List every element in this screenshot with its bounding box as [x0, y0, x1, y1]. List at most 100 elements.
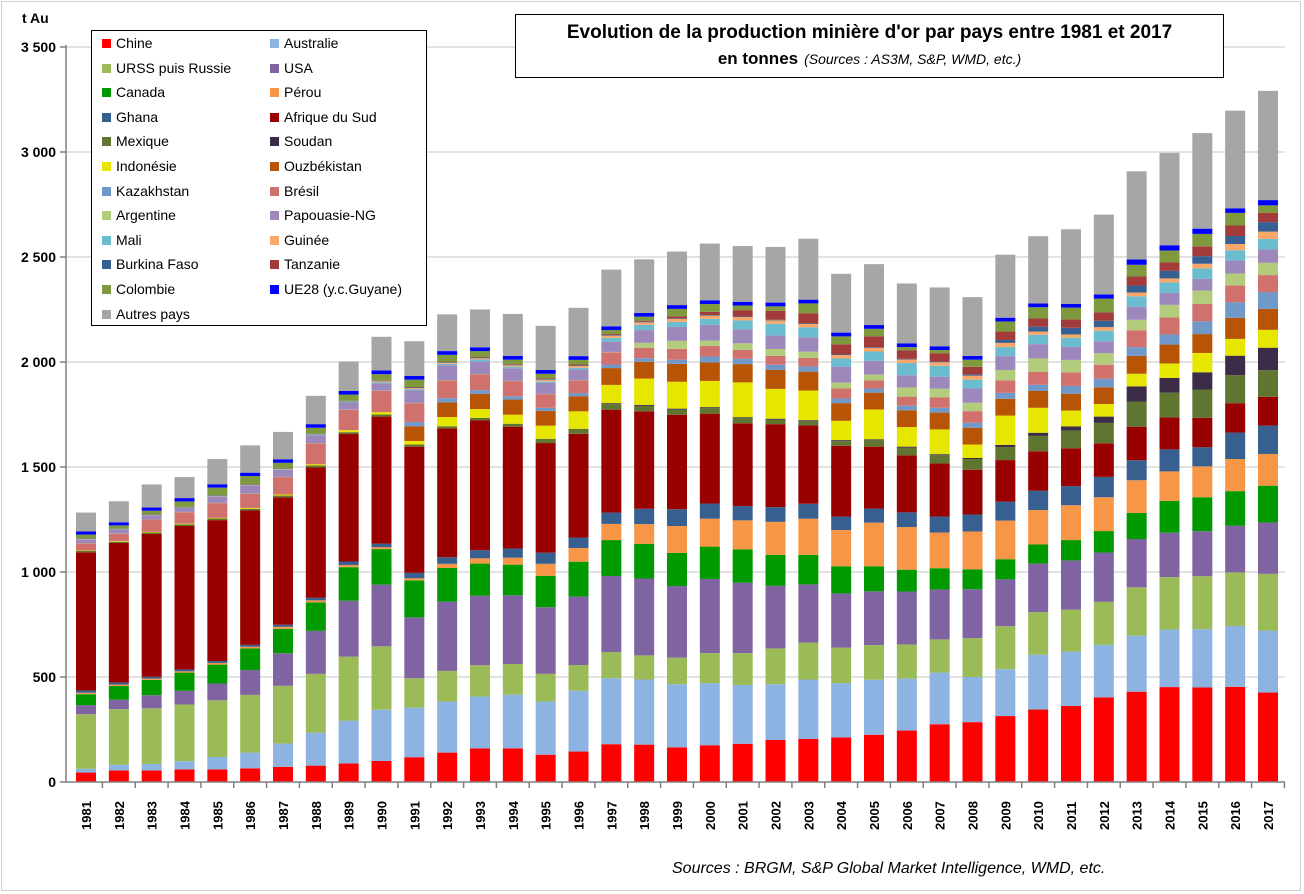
- bar-segment-indon-sie-1997: [601, 384, 622, 404]
- legend-item: Ouzbékistan: [270, 157, 362, 175]
- bar-segment-usa-2003: [798, 584, 819, 643]
- bar-segment-canada-2002: [765, 554, 786, 586]
- x-tick-label: 2002: [769, 801, 784, 830]
- bar-segment-usa-1988: [305, 630, 326, 674]
- bar-segment-autres-pays-2005: [864, 264, 884, 326]
- bar-segment-afrique-du-sud-1982: [108, 543, 129, 683]
- x-tick-label: 2017: [1261, 801, 1276, 830]
- bar-segment-indon-sie-2006: [896, 427, 917, 447]
- bar-segment-afrique-du-sud-2010: [1028, 451, 1049, 491]
- bar-segment-soudan-2011: [1061, 426, 1081, 431]
- bar-segment-colombie-2015: [1192, 233, 1213, 247]
- bar-segment-kazakhstan-2000: [699, 356, 720, 363]
- bar-segment-ue28-y-c-guyane--2009: [995, 317, 1016, 322]
- bar-segment-ue28-y-c-guyane--2012: [1093, 294, 1114, 299]
- chart-title-box: Evolution de la production minière d'or …: [515, 14, 1224, 78]
- y-tick-label: 2 000: [21, 354, 56, 370]
- bar-segment-autres-pays-2011: [1061, 229, 1081, 304]
- bar-segment-papouasie-ng-2009: [995, 356, 1016, 370]
- bar-segment-papouasie-ng-2007: [929, 376, 950, 389]
- bar-segment-colombie-2007: [929, 350, 950, 354]
- bar-segment-soudan-1998: [634, 404, 655, 406]
- bar-segment-ouzb-kistan-2016: [1225, 317, 1246, 339]
- bar-segment-urss-puis-russie-2016: [1225, 572, 1246, 626]
- bar-segment-colombie-2004: [831, 336, 852, 345]
- bar-segment-australie-2005: [864, 679, 884, 735]
- x-tick-label: 2011: [1064, 802, 1079, 830]
- bar-segment-ue28-y-c-guyane--2001: [732, 301, 753, 306]
- bar-segment-indon-sie-1987: [273, 494, 293, 496]
- bar-segment-tanzanie-2008: [962, 366, 983, 375]
- bar-segment-indon-sie-2002: [765, 388, 786, 419]
- bar-segment-burkina-faso-1997: [601, 335, 622, 336]
- bar-segment-colombie-1990: [371, 374, 392, 381]
- bar-segment-ue28-y-c-guyane--1991: [404, 375, 425, 380]
- bar-segment-colombie-2013: [1126, 264, 1147, 277]
- bar-segment-kazakhstan-2004: [831, 398, 852, 404]
- bar-segment-usa-1984: [174, 690, 195, 705]
- bar-segment-ue28-y-c-guyane--1984: [174, 498, 195, 502]
- x-tick-label: 1991: [407, 801, 422, 830]
- bar-segment-australie-1987: [273, 743, 293, 767]
- bar-segment-ue28-y-c-guyane--2017: [1258, 200, 1278, 206]
- bar-segment-usa-1996: [568, 596, 589, 666]
- bar-segment-mexique-1998: [634, 405, 655, 412]
- legend-item: Burkina Faso: [102, 255, 198, 273]
- bar-segment-ghana-1986: [240, 644, 261, 647]
- legend-item: UE28 (y.c.Guyane): [270, 280, 402, 298]
- x-tick-label: 1987: [276, 801, 291, 830]
- bar-segment-mexique-2007: [929, 455, 950, 464]
- bar-segment-mali-1993: [470, 359, 490, 362]
- bar-segment-ghana-1987: [273, 624, 293, 627]
- bar-segment-canada-1996: [568, 561, 589, 597]
- bar-segment-autres-pays-2013: [1126, 171, 1147, 260]
- bar-segment-p-rou-1983: [141, 678, 162, 680]
- bar-segment-p-rou-1988: [305, 600, 326, 603]
- bar-segment-colombie-2000: [699, 304, 720, 312]
- bar-segment-chine-1990: [371, 761, 392, 782]
- bar-segment-soudan-2003: [798, 420, 819, 422]
- bar-segment-guin-e-2000: [699, 315, 720, 319]
- bar-segment-mali-2015: [1192, 268, 1213, 279]
- bar-segment-autres-pays-1995: [535, 325, 556, 370]
- bar-segment-australie-2013: [1126, 635, 1147, 692]
- bar-segment-argentine-2003: [798, 351, 819, 359]
- bar-segment-p-rou-2017: [1258, 453, 1278, 486]
- bar-segment-argentine-2016: [1225, 273, 1246, 286]
- bar-segment-papouasie-ng-2013: [1126, 306, 1147, 320]
- legend-item: USA: [270, 59, 313, 77]
- bar-segment-autres-pays-1991: [404, 341, 425, 376]
- bar-segment-soudan-2016: [1225, 355, 1246, 376]
- legend-item: Kazakhstan: [102, 182, 189, 200]
- bar-segment-usa-2012: [1093, 552, 1114, 602]
- bar-segment-ghana-1996: [568, 537, 589, 549]
- bar-segment-autres-pays-2001: [732, 246, 753, 302]
- bar-segment-p-rou-1986: [240, 646, 261, 649]
- bar-segment-p-rou-2003: [798, 518, 819, 555]
- legend-swatch: [102, 235, 111, 245]
- bar-segment-br-sil-2009: [995, 380, 1016, 393]
- bar-segment-ue28-y-c-guyane--1985: [207, 484, 228, 488]
- bar-segment-colombie-2012: [1093, 298, 1114, 313]
- bar-segment-indon-sie-1989: [338, 430, 359, 433]
- bar-segment-kazakhstan-2001: [732, 358, 753, 365]
- bar-segment-mali-2009: [995, 347, 1016, 357]
- bar-segment-afrique-du-sud-1991: [404, 446, 425, 573]
- bar-segment-br-sil-1988: [305, 443, 326, 465]
- bar-segment-australie-1991: [404, 707, 425, 758]
- bar-segment-colombie-2016: [1225, 212, 1246, 226]
- bar-segment-mexique-2011: [1061, 430, 1081, 449]
- bar-segment-australie-2001: [732, 684, 753, 744]
- legend-label: USA: [284, 59, 313, 76]
- bar-segment-afrique-du-sud-2017: [1258, 396, 1278, 426]
- bar-segment-burkina-faso-1994: [502, 364, 523, 366]
- bar-segment-canada-2009: [995, 559, 1016, 580]
- bar-segment-tanzanie-1998: [634, 320, 655, 322]
- bar-segment-indon-sie-2009: [995, 415, 1016, 445]
- bar-segment-burkina-faso-2002: [765, 319, 786, 321]
- bar-segment-ouzb-kistan-2002: [765, 369, 786, 389]
- bar-segment-afrique-du-sud-1997: [601, 409, 622, 513]
- x-tick-label: 1994: [506, 800, 521, 830]
- x-tick-label: 1981: [79, 801, 94, 830]
- bar-segment-afrique-du-sud-1990: [371, 416, 392, 544]
